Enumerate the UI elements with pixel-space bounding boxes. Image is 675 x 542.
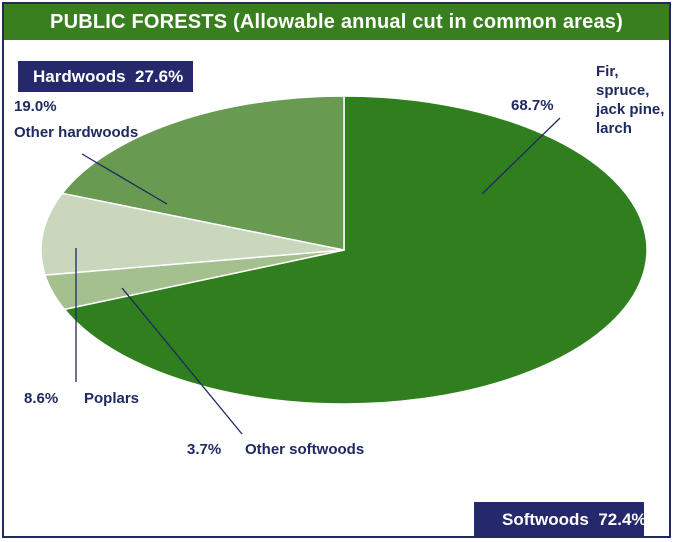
fir-name-line: Fir,	[596, 63, 619, 80]
fir-name-line: jack pine,	[596, 101, 665, 118]
other-softwoods-name-label: Other softwoods	[245, 441, 365, 458]
softwoods-value: 72.4%	[598, 509, 647, 529]
hardwoods-label: Hardwoods	[33, 66, 126, 86]
other-softwoods-leader-line	[121, 287, 243, 435]
chart-title: PUBLIC FORESTS (Allowable annual cut in …	[4, 4, 669, 40]
softwoods-label: Softwoods	[502, 509, 589, 529]
pie-chart	[40, 95, 648, 435]
fir-name-line: larch	[596, 120, 632, 137]
fir-name-label: Fir, spruce, jack pine, larch	[596, 62, 664, 138]
poplars-slice	[40, 192, 345, 276]
poplars-percent-label: 8.6%	[24, 390, 59, 407]
fir-percent-label: 68.7%	[511, 97, 554, 114]
poplars-name-label: Poplars	[84, 390, 140, 407]
other-hardwoods-percent-label: 19.0%	[14, 98, 57, 115]
fir-name-line: spruce,	[596, 82, 650, 99]
other-hardwoods-leader-line	[81, 153, 168, 205]
hardwoods-total-box: Hardwoods 27.6%	[18, 61, 193, 92]
other-hardwoods-slice	[60, 95, 345, 251]
other-hardwoods-name-label: Other hardwoods	[14, 124, 139, 141]
other-softwoods-percent-label: 3.7%	[187, 441, 222, 458]
fir-slice	[63, 95, 648, 405]
fir-leader-line	[481, 117, 561, 195]
softwoods-total-box: Softwoods 72.4%	[474, 502, 647, 536]
hardwoods-value: 27.6%	[135, 66, 184, 86]
